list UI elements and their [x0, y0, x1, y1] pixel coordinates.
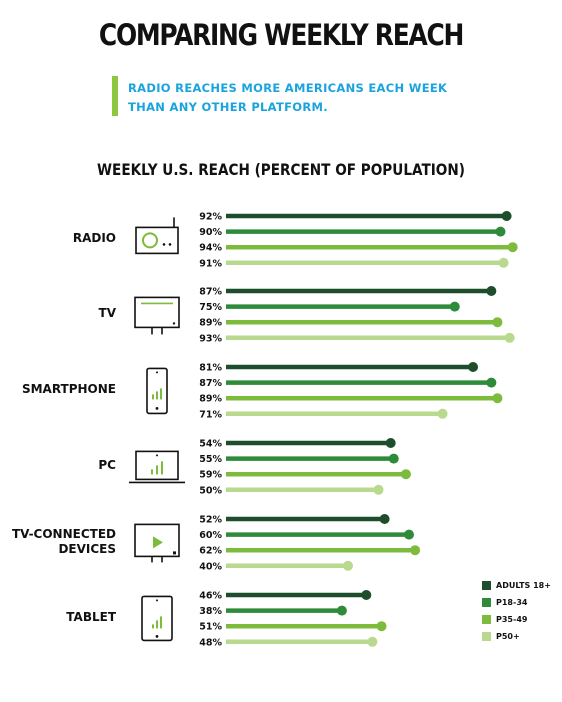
- legend-label: ADULTS 18+: [496, 581, 551, 590]
- chart-legend: ADULTS 18+ P18-34 P35-49 P50+: [482, 577, 551, 645]
- legend-item: P35-49: [482, 611, 551, 628]
- data-label: 87%: [199, 378, 222, 389]
- callout-accent-bar: [112, 76, 118, 116]
- category-label: RADIO: [72, 231, 116, 246]
- bar-end-dot: [376, 621, 387, 632]
- legend-swatch: [482, 632, 491, 641]
- data-label: 93%: [199, 333, 222, 344]
- category-label: TABLET: [66, 610, 116, 625]
- bar-end-dot: [495, 226, 506, 237]
- bar-end-dot: [373, 484, 384, 495]
- category-label: TV: [98, 306, 116, 321]
- connected-tv-icon: [134, 523, 180, 563]
- bar-end-dot: [498, 257, 509, 268]
- legend-item: P18-34: [482, 594, 551, 611]
- legend-swatch: [482, 615, 491, 624]
- bar-end-dot: [507, 242, 518, 253]
- legend-swatch: [482, 581, 491, 590]
- data-label: 46%: [199, 591, 222, 602]
- legend-swatch: [482, 598, 491, 607]
- data-label: 60%: [199, 530, 222, 541]
- bar-end-dot: [449, 301, 460, 312]
- callout-text: RADIO REACHES MORE AMERICANS EACH WEEK T…: [128, 79, 468, 117]
- bar-end-dot: [385, 438, 396, 448]
- data-label: 81%: [199, 363, 222, 374]
- bar-end-dot: [388, 453, 399, 464]
- callout-line-1: RADIO REACHES MORE AMERICANS EACH WEEK: [128, 81, 448, 95]
- data-label: 54%: [199, 439, 222, 450]
- data-label: 91%: [199, 258, 222, 269]
- bar-end-dot: [437, 408, 448, 419]
- bar-end-dot: [501, 211, 512, 221]
- data-label: 90%: [199, 227, 222, 238]
- chart-title: WEEKLY U.S. REACH (PERCENT OF POPULATION…: [97, 160, 465, 179]
- legend-item: ADULTS 18+: [482, 577, 551, 594]
- bar-end-dot: [361, 590, 372, 600]
- category-label: PC: [98, 458, 116, 473]
- data-label: 75%: [199, 302, 222, 313]
- data-label: 40%: [199, 561, 222, 572]
- laptop-icon: [129, 450, 185, 484]
- data-label: 48%: [199, 637, 222, 648]
- legend-label: P35-49: [496, 615, 528, 624]
- data-label: 38%: [199, 606, 222, 617]
- data-label: 92%: [199, 212, 222, 223]
- data-label: 94%: [199, 243, 222, 254]
- category-label: SMARTPHONE: [21, 382, 116, 397]
- tablet-icon: [141, 595, 173, 642]
- bar-end-dot: [404, 529, 414, 540]
- page-title: COMPARING WEEKLY REACH: [98, 18, 464, 52]
- bar-end-dot: [468, 362, 479, 372]
- bar-end-dot: [486, 377, 497, 388]
- data-label: 52%: [199, 515, 222, 526]
- bar-end-dot: [492, 393, 503, 404]
- bar-end-dot: [410, 545, 421, 556]
- data-label: 62%: [199, 546, 222, 557]
- data-label: 59%: [199, 470, 222, 481]
- data-label: 51%: [199, 622, 222, 633]
- bar-end-dot: [367, 636, 378, 647]
- bar-end-dot: [343, 560, 353, 571]
- bar-end-dot: [504, 332, 515, 343]
- radio-icon: [135, 217, 179, 255]
- legend-item: P50+: [482, 628, 551, 645]
- bar-end-dot: [400, 469, 411, 480]
- bar-end-dot: [336, 605, 347, 616]
- data-label: 55%: [199, 454, 222, 465]
- bar-end-dot: [492, 317, 503, 328]
- bar-end-dot: [486, 286, 497, 296]
- data-label: 89%: [199, 394, 222, 405]
- bar-end-dot: [379, 514, 390, 524]
- legend-label: P18-34: [496, 598, 528, 607]
- data-label: 71%: [199, 409, 222, 420]
- category-label: TV-CONNECTED DEVICES: [11, 527, 116, 557]
- data-label: 89%: [199, 318, 222, 329]
- data-label: 87%: [199, 287, 222, 298]
- tv-icon: [134, 296, 180, 335]
- smartphone-icon: [146, 367, 168, 415]
- legend-label: P50+: [496, 632, 520, 641]
- data-label: 50%: [199, 485, 222, 496]
- callout-line-2: THAN ANY OTHER PLATFORM.: [128, 100, 328, 114]
